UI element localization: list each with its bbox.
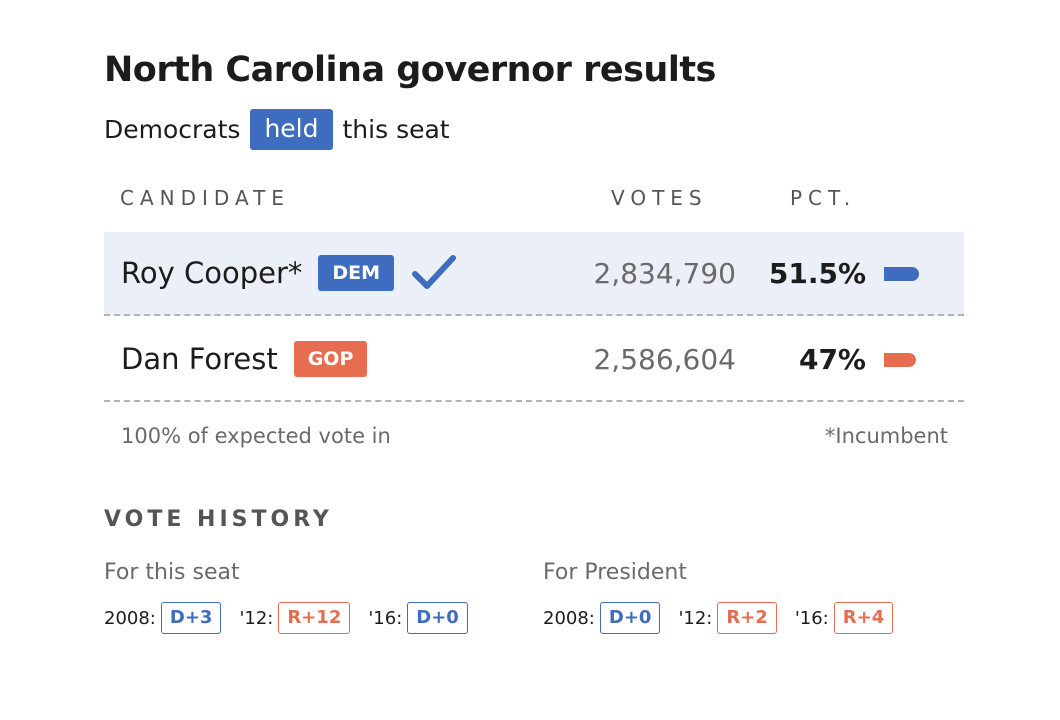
column-header-pct: PCT. — [790, 186, 857, 210]
lean-badge: R+12 — [278, 602, 351, 634]
reporting-status: 100% of expected vote in — [121, 424, 391, 448]
votes-value: 2,586,604 — [593, 342, 736, 376]
candidate-name: Dan Forest — [121, 342, 278, 376]
held-badge: held — [250, 108, 333, 150]
history-item: '16: R+4 — [794, 602, 894, 634]
pct-value: 51.5% — [768, 256, 866, 290]
history-year: '12: — [239, 607, 274, 629]
summary-suffix: this seat — [342, 114, 450, 144]
candidate-cell: Dan Forest GOP — [121, 318, 368, 400]
lean-badge: D+0 — [599, 602, 661, 634]
history-year: '16: — [368, 607, 403, 629]
history-item: '12: R+2 — [678, 602, 777, 634]
vote-history-president: For President 2008: D+0 '12: R+2 '16: R+… — [543, 560, 911, 634]
vote-history-title: VOTE HISTORY — [104, 507, 333, 532]
vote-history-seat-label: For this seat — [104, 560, 240, 585]
vote-history-president-label: For President — [543, 560, 687, 585]
incumbent-note: *Incumbent — [824, 424, 948, 448]
vote-history-seat-items: 2008: D+3 '12: R+12 '16: D+0 — [104, 602, 486, 634]
history-year: 2008: — [543, 607, 595, 629]
result-summary: Democrats held this seat — [104, 106, 450, 152]
history-item: 2008: D+3 — [104, 602, 222, 634]
candidate-name: Roy Cooper* — [121, 256, 303, 290]
pct-value: 47% — [798, 342, 866, 376]
summary-party: Democrats — [104, 114, 241, 144]
history-year: 2008: — [104, 607, 156, 629]
vote-history-seat: For this seat 2008: D+3 '12: R+12 '16: D… — [104, 560, 486, 634]
history-year: '12: — [678, 607, 713, 629]
history-item: '12: R+12 — [239, 602, 351, 634]
votes-value: 2,834,790 — [593, 256, 736, 290]
lean-badge: D+0 — [407, 602, 468, 634]
lean-badge: D+3 — [160, 602, 222, 634]
page-title: North Carolina governor results — [104, 50, 716, 90]
vote-history-president-items: 2008: D+0 '12: R+2 '16: R+4 — [543, 602, 911, 634]
lean-badge: R+4 — [833, 602, 894, 634]
pct-bar-dem — [884, 267, 919, 281]
checkmark-icon — [412, 254, 457, 292]
history-item: '16: D+0 — [368, 602, 468, 634]
candidate-cell: Roy Cooper* DEM — [121, 232, 457, 314]
history-year: '16: — [794, 607, 829, 629]
lean-badge: R+2 — [717, 602, 777, 634]
table-row-cooper: Roy Cooper* DEM 2,834,790 51.5% — [104, 232, 964, 316]
party-badge-dem: DEM — [318, 255, 395, 291]
column-header-candidate: CANDIDATE — [120, 186, 290, 210]
table-row-forest: Dan Forest GOP 2,586,604 47% — [104, 318, 964, 402]
column-header-votes: VOTES — [611, 186, 708, 210]
party-badge-gop: GOP — [293, 341, 368, 377]
pct-bar-gop — [884, 353, 916, 367]
history-item: 2008: D+0 — [543, 602, 661, 634]
